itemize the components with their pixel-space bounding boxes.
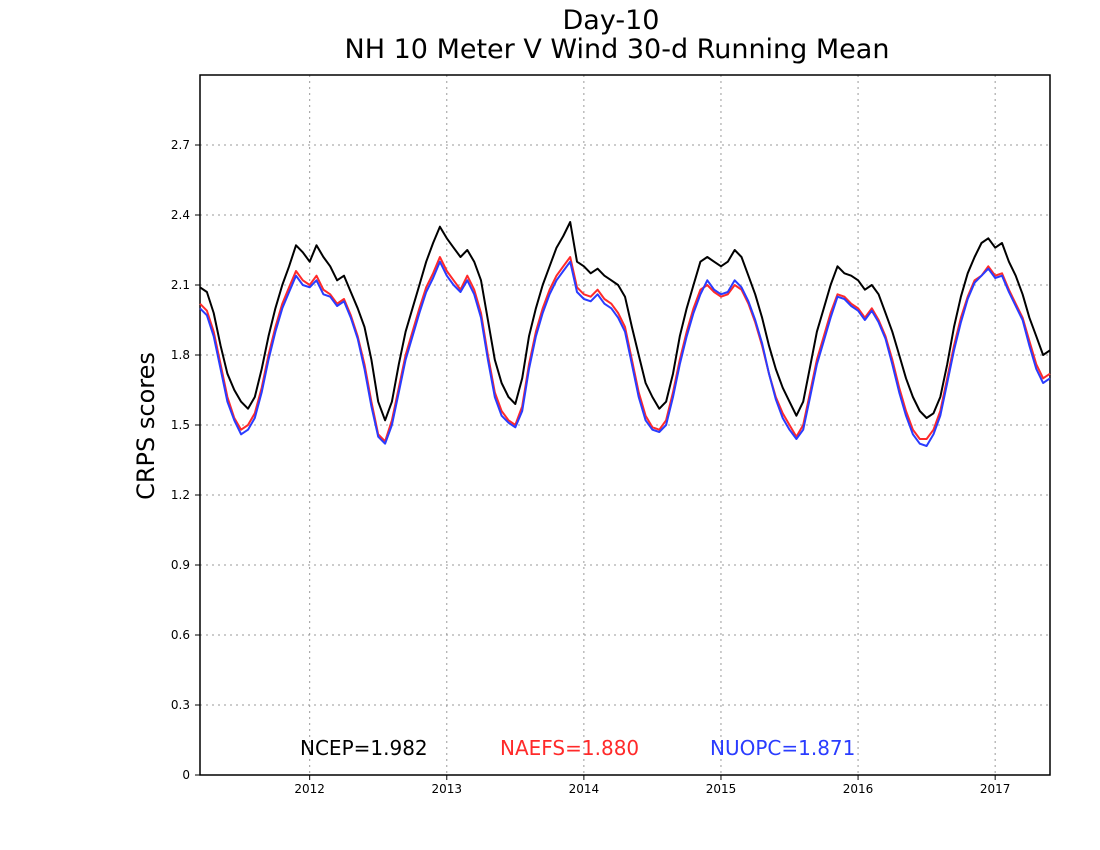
y-tick-label: 1.2 — [171, 488, 190, 502]
y-tick-label: 2.1 — [171, 278, 190, 292]
series-line-naefs — [199, 256, 1051, 443]
y-tick-label: 0.9 — [171, 558, 190, 572]
x-tick-label: 2016 — [843, 782, 874, 796]
y-tick-label: 2.7 — [171, 138, 190, 152]
x-tick-label: 2017 — [980, 782, 1011, 796]
y-tick-label: 0 — [182, 768, 190, 782]
x-tick-label: 2013 — [432, 782, 463, 796]
legend-ncep: NCEP=1.982 — [300, 736, 428, 760]
y-tick-label: 2.4 — [171, 208, 190, 222]
y-tick-label: 0.6 — [171, 628, 190, 642]
series-lines — [199, 221, 1051, 447]
x-tick-label: 2012 — [294, 782, 325, 796]
legend-naefs: NAEFS=1.880 — [500, 736, 639, 760]
y-axis-label: CRPS scores — [132, 352, 160, 500]
y-tick-label: 0.3 — [171, 698, 190, 712]
legend-nuopc: NUOPC=1.871 — [710, 736, 855, 760]
x-tick-label: 2015 — [706, 782, 737, 796]
series-line-nuopc — [199, 260, 1051, 447]
chart-title: Day-10 — [563, 5, 660, 36]
chart-subtitle: NH 10 Meter V Wind 30-d Running Mean — [345, 34, 890, 65]
legend: NCEP=1.982 NAEFS=1.880 NUOPC=1.871 — [300, 736, 855, 760]
series-line-ncep — [199, 221, 1051, 422]
y-tick-label: 1.8 — [171, 348, 190, 362]
grid — [200, 75, 1050, 775]
y-tick-label: 1.5 — [171, 418, 190, 432]
x-tick-label: 2014 — [569, 782, 600, 796]
axis-ticks: 0 0.3 0.6 0.9 1.2 1.5 1.8 2.1 2.4 2.7 2012 2013 2014… — [171, 138, 1011, 796]
